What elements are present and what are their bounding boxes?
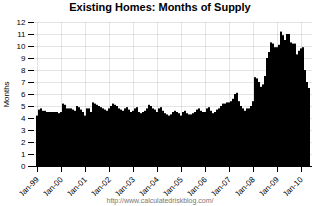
svg-text:9: 9: [21, 54, 26, 63]
svg-text:Jan-07: Jan-07: [209, 175, 233, 196]
svg-text:Jan-09: Jan-09: [257, 175, 281, 196]
svg-text:0: 0: [21, 162, 26, 171]
html-text:http://www.calculatedriskblog.: http://www.calculatedriskblog.com/: [106, 197, 214, 204]
svg-text:3: 3: [21, 126, 26, 135]
svg-text:Jan-01: Jan-01: [65, 175, 89, 196]
svg-text:6: 6: [21, 90, 26, 99]
svg-text:5: 5: [21, 102, 26, 111]
svg-text:4: 4: [21, 114, 26, 123]
svg-text:Jan-02: Jan-02: [89, 175, 113, 196]
svg-text:Jan-99: Jan-99: [17, 175, 41, 196]
svg-text:Jan-00: Jan-00: [41, 175, 65, 196]
svg-text:Jan-06: Jan-06: [185, 175, 209, 196]
html-text:Existing Homes: Months of Supp: Existing Homes: Months of Supply: [69, 1, 251, 13]
svg-text:Jan-08: Jan-08: [233, 175, 257, 196]
svg-text:10: 10: [17, 42, 26, 51]
svg-text:Jan-05: Jan-05: [161, 175, 185, 196]
svg-text:1: 1: [21, 150, 26, 159]
svg-text:8: 8: [21, 66, 26, 75]
svg-text:12: 12: [17, 18, 26, 27]
svg-text:2: 2: [21, 138, 26, 147]
svg-text:Jan-10: Jan-10: [281, 175, 305, 196]
svg-text:Months: Months: [2, 81, 11, 107]
svg-text:11: 11: [17, 30, 26, 39]
svg-text:Jan-03: Jan-03: [113, 175, 137, 196]
svg-text:7: 7: [21, 78, 26, 87]
svg-text:Jan-04: Jan-04: [137, 175, 161, 196]
